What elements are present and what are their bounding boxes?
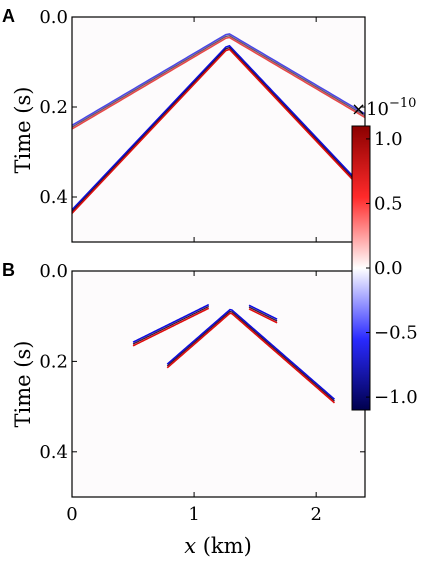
panel-b-wavefront-1-seg-1-line-2 <box>132 305 210 345</box>
panel-b-x-ticks: 0 1 2 <box>66 271 322 525</box>
colorbar-tick-label-1: 0.5 <box>374 193 403 214</box>
panel-a-background <box>72 17 365 242</box>
panel-a-wavefront-2-seg-1-line-2 <box>72 46 365 213</box>
panel-b-ytick-label-2: 0.4 <box>39 442 68 463</box>
panel-a-wavefront-1-seg-1-line-1 <box>72 33 365 127</box>
colorbar-ticks: 1.0 0.5 0.0 −0.5 −1.0 <box>366 129 418 408</box>
colorbar-tick-label-0: 1.0 <box>374 129 403 150</box>
panel-a-ylabel: Time (s) <box>11 87 35 174</box>
panel-b-letter: B <box>2 260 15 280</box>
colorbar-exponent-base: ×10 <box>351 99 389 120</box>
panel-b-wavefront-1-seg-2-line-1 <box>248 304 278 320</box>
panel-b-wavefront-2-seg-1-line-3 <box>166 312 336 404</box>
x-axis-label: x (km) <box>184 534 252 558</box>
panel-a-wavefront-1-seg-1-line-3 <box>72 36 365 130</box>
colorbar-gradient <box>352 126 370 410</box>
x-axis-label-var: x <box>184 534 196 558</box>
panel-b-xtick-label-0: 0 <box>66 504 77 525</box>
panel-a-ytick-label-2: 0.4 <box>39 187 68 208</box>
colorbar-tick-label-4: −1.0 <box>374 387 418 408</box>
panel-b-wavefront-1-seg-2-line-2 <box>248 306 278 322</box>
colorbar-exponent-power: −10 <box>389 96 416 111</box>
colorbar-tick-label-2: 0.0 <box>374 258 403 279</box>
panel-a-wavefront-2-seg-1-line-3 <box>72 48 365 214</box>
panel-a-wavefront-2-seg-1-line-1 <box>72 44 365 211</box>
panel-b-wavefront-2-seg-1-line-1 <box>166 308 336 400</box>
panel-b-ytick-label-1: 0.2 <box>39 351 68 372</box>
panel-a-wavefronts <box>72 33 365 214</box>
panel-b: 0.0 0.2 0.4 0 1 2 Time (s) <box>11 261 366 525</box>
panel-b-ytick-label-0: 0.0 <box>39 261 68 282</box>
panel-a: 0.0 0.2 0.4 Time (s) <box>11 7 366 243</box>
panel-a-letter: A <box>2 6 15 26</box>
panel-b-wavefront-1-seg-1-line-3 <box>132 307 210 347</box>
panel-b-y-ticks: 0.0 0.2 0.4 <box>39 261 365 463</box>
panel-a-x-ticks <box>71 17 317 242</box>
x-axis-label-unit: (km) <box>196 534 252 558</box>
colorbar-tick-label-3: −0.5 <box>374 323 418 344</box>
panel-b-wavefront-1-seg-2-line-3 <box>248 308 278 324</box>
panel-b-wavefront-2-seg-1-line-2 <box>166 310 335 402</box>
panel-a-ytick-label-1: 0.2 <box>39 97 68 118</box>
panel-b-xtick-label-2: 2 <box>310 504 321 525</box>
panel-b-xtick-label-1: 1 <box>188 504 199 525</box>
panel-b-ylabel: Time (s) <box>11 341 35 428</box>
panel-a-ytick-label-0: 0.0 <box>39 7 68 28</box>
panel-a-wavefront-1-seg-1-line-2 <box>72 35 365 128</box>
panel-b-background <box>72 271 365 497</box>
colorbar-exponent: ×10−10 <box>351 96 416 120</box>
panel-b-wavefront-1-seg-1-line-1 <box>132 303 210 343</box>
panel-b-wavefronts <box>132 303 336 404</box>
panel-a-y-ticks: 0.0 0.2 0.4 <box>39 7 365 208</box>
colorbar: ×10−10 1.0 0.5 0.0 −0.5 −1.0 <box>351 96 418 411</box>
